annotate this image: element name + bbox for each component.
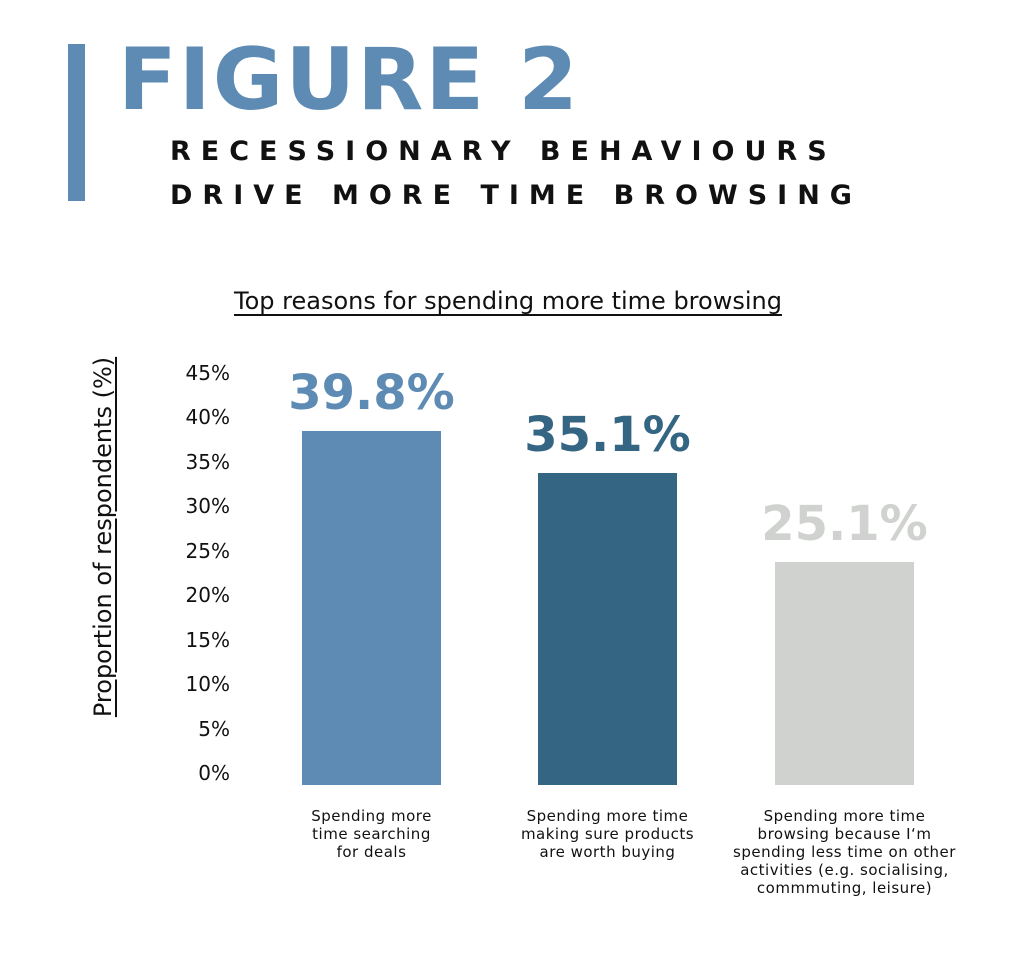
bar xyxy=(302,430,441,785)
figure-subtitle-line-1: RECESSIONARY BEHAVIOURS xyxy=(170,136,837,167)
figure-subtitle-line-2: DRIVE MORE TIME BROWSING xyxy=(170,180,862,211)
figure-title: FIGURE 2 xyxy=(118,30,580,130)
category-label-line: Spending more time xyxy=(526,807,689,825)
accent-bar xyxy=(68,44,85,201)
category-label-line: for deals xyxy=(336,843,407,861)
chart-title: Top reasons for spending more time brows… xyxy=(234,287,782,315)
category-label: Spending more time making sure products ar… xyxy=(488,807,728,861)
bar-value-label: 39.8% xyxy=(288,364,455,421)
category-label-line: browsing because I‘m xyxy=(757,825,932,843)
y-tick-label: 25% xyxy=(185,538,230,563)
bar-value-label: 35.1% xyxy=(524,406,691,463)
y-tick-label: 30% xyxy=(185,494,230,518)
y-tick-label: 20% xyxy=(185,583,230,607)
category-label: Spending more time browsing because I‘m sp… xyxy=(725,807,965,897)
y-tick-label: 35% xyxy=(185,449,230,474)
category-label-line: Spending more time xyxy=(763,807,926,825)
y-tick-label: 40% xyxy=(185,405,230,429)
category-label: Spending more time searching for deals xyxy=(252,807,492,861)
y-tick-label: 10% xyxy=(185,672,230,696)
category-label-line: time searching xyxy=(312,825,431,843)
bar xyxy=(775,561,914,785)
category-label-line: spending less time on other xyxy=(733,843,956,861)
y-tick-label: 15% xyxy=(185,627,230,652)
bar xyxy=(538,472,677,785)
y-tick-label: 0% xyxy=(198,761,230,785)
y-tick-label: 5% xyxy=(198,716,230,741)
category-label-line: are worth buying xyxy=(539,843,676,861)
category-label-line: Spending more xyxy=(311,807,432,825)
y-axis-label: Proportion of respondents (%) xyxy=(89,356,117,718)
category-label-line: making sure products xyxy=(520,825,695,843)
category-label-line: commmuting, leisure) xyxy=(756,879,933,897)
figure-subtitle: RECESSIONARY BEHAVIOURS DRIVE MORE TIME … xyxy=(170,130,862,218)
y-tick-label: 45% xyxy=(185,360,230,385)
bar-value-label: 25.1% xyxy=(761,495,928,552)
category-label-line: activities (e.g. socialising, xyxy=(740,861,949,879)
